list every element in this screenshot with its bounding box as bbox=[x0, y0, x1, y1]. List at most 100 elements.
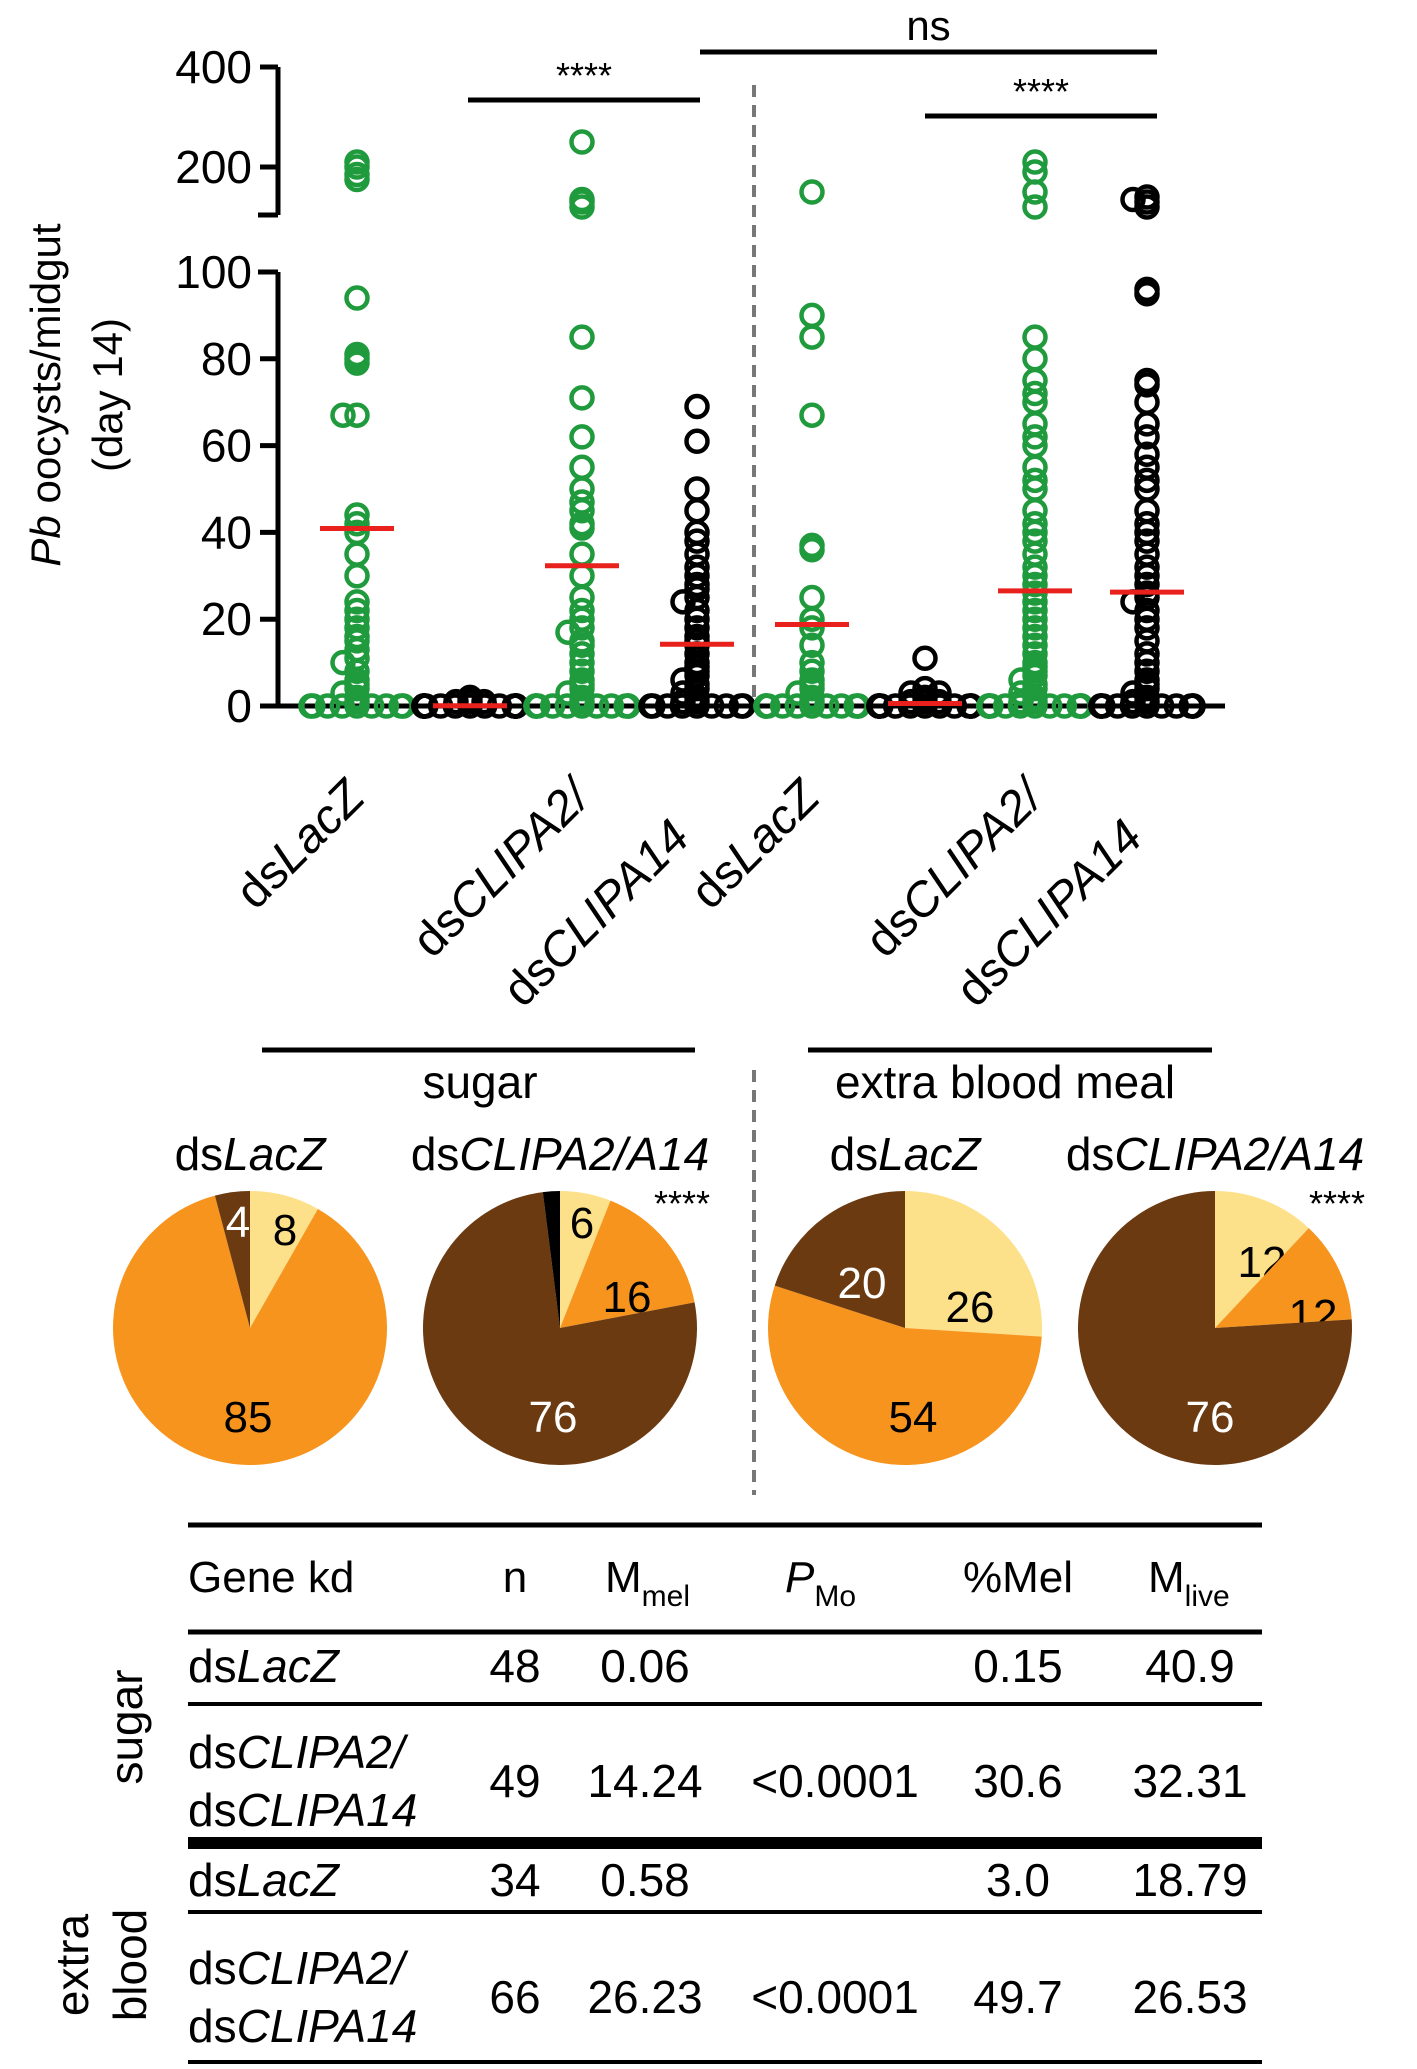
row-n: 34 bbox=[489, 1854, 540, 1906]
data-point-group-2 bbox=[569, 129, 595, 155]
row-gene-part-0: ds bbox=[188, 1640, 237, 1692]
data-point-group-2 bbox=[569, 385, 595, 411]
comparison-label-0-part-0: **** bbox=[556, 55, 612, 96]
pie-slice-label-1-2-part-0: 76 bbox=[529, 1393, 578, 1442]
data-point-group-0 bbox=[329, 693, 356, 719]
row-n: 66 bbox=[489, 1971, 540, 2023]
row-mmel-part-0: 14.24 bbox=[587, 1755, 702, 1807]
pie-slice-label-2-1: 54 bbox=[889, 1393, 938, 1442]
row-n: 48 bbox=[489, 1640, 540, 1692]
data-point-group-2 bbox=[569, 632, 595, 658]
row-pmo-part-0: <0.0001 bbox=[751, 1755, 919, 1807]
comparison-label-2-part-0: **** bbox=[1013, 71, 1069, 112]
pie-slice-3-0 bbox=[1215, 1191, 1309, 1328]
data-point-group-4 bbox=[799, 615, 825, 641]
row-pctmel: 0.15 bbox=[973, 1640, 1063, 1692]
section-label-sugar: sugar bbox=[100, 1669, 152, 1784]
data-point-group-3 bbox=[684, 476, 710, 502]
data-point-group-5 bbox=[897, 693, 924, 719]
data-point-group-2 bbox=[569, 563, 595, 589]
row-pctmel-part-0: 30.6 bbox=[973, 1755, 1063, 1807]
data-point-group-6 bbox=[1022, 346, 1048, 372]
pie-slice-label-1-0: 6 bbox=[570, 1199, 594, 1248]
data-point-group-6 bbox=[1036, 693, 1063, 719]
data-point-group-3 bbox=[684, 693, 710, 719]
row-mlive-part-0: 40.9 bbox=[1145, 1640, 1235, 1692]
header-pmo-part-1: Mo bbox=[814, 1580, 856, 1613]
y-tick-label: 100 bbox=[175, 246, 252, 298]
data-point-group-0 bbox=[344, 658, 370, 685]
data-point-group-2 bbox=[569, 454, 595, 481]
header-mmel: Mmel bbox=[605, 1553, 690, 1613]
y-tick-label: 0 bbox=[226, 680, 252, 732]
data-point-group-2 bbox=[569, 615, 595, 641]
data-point-group-6 bbox=[1022, 424, 1048, 450]
data-point-group-4 bbox=[799, 324, 825, 350]
data-point-group-4 bbox=[799, 658, 825, 685]
data-point-group-6 bbox=[1022, 623, 1048, 650]
pie-significance-1-part-0: **** bbox=[654, 1183, 710, 1224]
row-n: 49 bbox=[489, 1755, 540, 1807]
row-mlive-part-0: 26.53 bbox=[1132, 1971, 1247, 2023]
header-n-part-0: n bbox=[503, 1553, 527, 1602]
pie-slice-label-3-2-part-0: 76 bbox=[1186, 1393, 1235, 1442]
data-point-group-6 bbox=[1007, 693, 1034, 719]
x-category-label: dsLacZ bbox=[681, 769, 831, 919]
data-point-group-3 bbox=[654, 693, 681, 719]
row-pmo-part-0: <0.0001 bbox=[751, 1971, 919, 2023]
pie-slice-label-2-1-part-0: 54 bbox=[889, 1393, 938, 1442]
pie-significance-1: **** bbox=[654, 1183, 710, 1224]
header-gene: Gene kd bbox=[188, 1553, 354, 1602]
data-point-group-4 bbox=[799, 402, 825, 428]
data-point-group-3 bbox=[684, 497, 710, 524]
row-gene-line2-part-1: CLIPA14 bbox=[237, 1784, 418, 1836]
row-mlive: 40.9 bbox=[1145, 1640, 1235, 1692]
data-point-group-3 bbox=[684, 428, 710, 455]
pie-slice-label-0-1: 85 bbox=[224, 1393, 273, 1442]
data-point-group-6 bbox=[1022, 380, 1048, 407]
data-point-group-0 bbox=[344, 693, 370, 719]
section-label-blood: blood bbox=[104, 1909, 156, 2022]
data-point-group-7 bbox=[1134, 554, 1160, 580]
header-gene-part-0: Gene kd bbox=[188, 1553, 354, 1602]
data-point-group-6 bbox=[1022, 324, 1048, 350]
data-point-group-5 bbox=[882, 693, 909, 719]
pie-significance-3: **** bbox=[1309, 1183, 1365, 1224]
data-point-group-2 bbox=[569, 641, 595, 667]
row-pmo: <0.0001 bbox=[751, 1755, 919, 1807]
data-point-group-0 bbox=[344, 541, 370, 567]
pie-slice-label-3-2: 76 bbox=[1186, 1393, 1235, 1442]
row-gene-part-0: ds bbox=[188, 1854, 237, 1906]
row-gene-part-1: CLIPA2/ bbox=[237, 1942, 409, 1994]
data-point-group-3 bbox=[684, 615, 710, 641]
comparison-label-0: **** bbox=[556, 55, 612, 96]
data-point-group-7 bbox=[1134, 528, 1160, 554]
data-point-group-0 bbox=[344, 675, 370, 702]
pie-title-3: dsCLIPA2/A14 bbox=[1066, 1128, 1364, 1180]
condition-label-extra-blood-part-0: extra blood meal bbox=[835, 1056, 1175, 1108]
pie-slice-label-1-0-part-0: 6 bbox=[570, 1199, 594, 1248]
row-pctmel-part-0: 49.7 bbox=[973, 1971, 1063, 2023]
data-point-group-4 bbox=[799, 302, 825, 329]
data-point-group-7 bbox=[1134, 571, 1160, 598]
data-point-group-7 bbox=[1163, 693, 1190, 719]
data-point-group-6 bbox=[1022, 675, 1048, 702]
data-point-group-5 bbox=[941, 693, 968, 719]
row-gene: dsCLIPA2/ bbox=[188, 1726, 409, 1778]
data-point-group-6 bbox=[1022, 606, 1048, 632]
pie-slice-label-0-0: 8 bbox=[273, 1206, 297, 1255]
data-point-group-4 bbox=[813, 693, 840, 719]
data-point-group-6 bbox=[1022, 571, 1048, 598]
data-point-group-0 bbox=[344, 510, 370, 537]
data-point-group-4 bbox=[799, 693, 825, 719]
data-point-group-3 bbox=[684, 528, 710, 554]
row-pctmel: 30.6 bbox=[973, 1755, 1063, 1807]
pie-title-2: dsLacZ bbox=[830, 1128, 983, 1180]
data-point-group-2 bbox=[569, 658, 595, 685]
data-point-group-3 bbox=[684, 675, 710, 702]
data-point-group-0 bbox=[344, 166, 370, 193]
pie-slice-label-2-2-part-0: 20 bbox=[838, 1259, 887, 1308]
data-point-group-6 bbox=[1022, 179, 1048, 205]
data-point-group-0 bbox=[344, 597, 370, 624]
header-mmel-part-0: M bbox=[605, 1553, 642, 1602]
